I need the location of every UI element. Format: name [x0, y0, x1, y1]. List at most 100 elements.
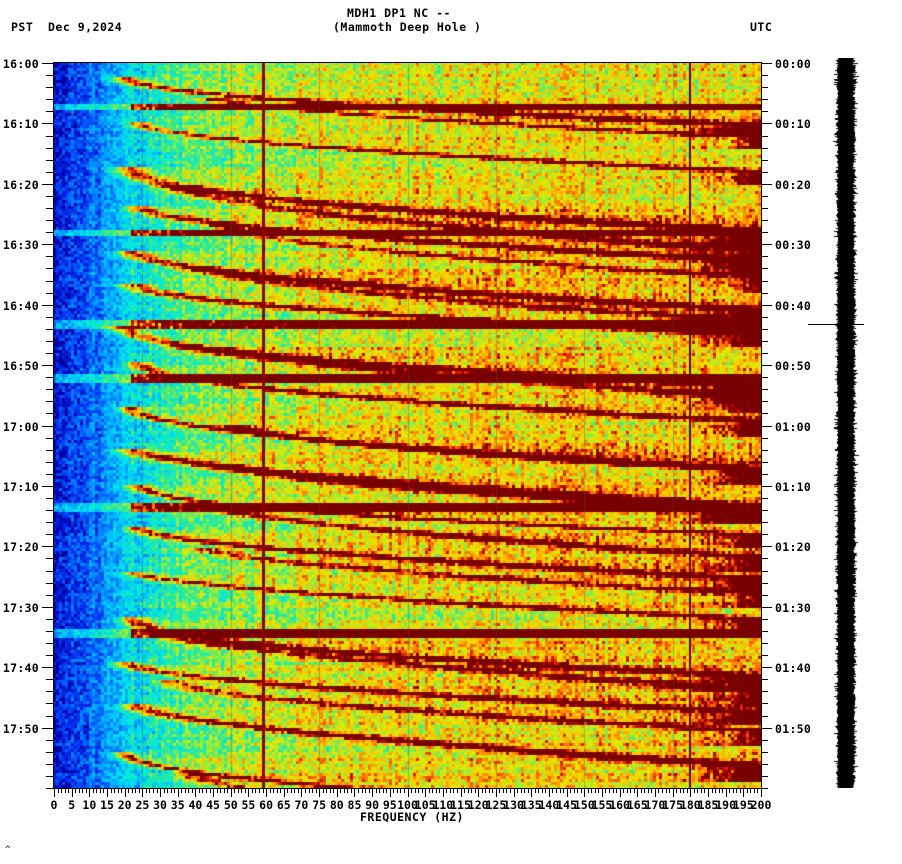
minor-tick — [736, 788, 738, 793]
frequency-tick-label: 30 — [153, 798, 167, 812]
minor-tick — [386, 788, 388, 793]
minor-tick — [46, 558, 53, 560]
major-tick — [124, 788, 126, 797]
minor-tick — [46, 195, 53, 197]
minor-tick — [761, 461, 768, 463]
minor-tick — [761, 655, 768, 657]
minor-tick — [616, 788, 618, 793]
minor-tick — [761, 594, 768, 596]
seismogram-trace-panel — [808, 58, 880, 788]
minor-tick — [61, 788, 63, 793]
major-tick — [513, 788, 515, 797]
minor-tick — [761, 437, 768, 439]
minor-tick — [191, 788, 193, 793]
frequency-tick-label: 200 — [750, 798, 772, 812]
frequency-tick-label: 55 — [241, 798, 256, 812]
major-tick — [637, 788, 639, 797]
minor-tick — [591, 788, 593, 793]
frequency-tick-label: 115 — [450, 798, 471, 812]
spectrogram-plot[interactable] — [53, 62, 762, 789]
minor-tick — [499, 788, 501, 793]
minor-tick — [693, 788, 695, 793]
minor-tick — [46, 643, 53, 644]
time-tick-label: 00:30 — [775, 238, 812, 253]
minor-tick — [761, 377, 768, 379]
minor-tick — [761, 316, 768, 318]
minor-tick — [538, 788, 540, 793]
time-tick-label: 16:30 — [2, 238, 39, 253]
minor-tick — [552, 788, 554, 793]
minor-tick — [46, 208, 53, 209]
major-tick — [761, 667, 772, 669]
frequency-tick-label: 135 — [520, 798, 542, 812]
minor-tick — [761, 498, 768, 499]
time-tick-label: 01:00 — [775, 419, 812, 434]
time-axis-pst: 16:00 16:10 16:20 16:30 16:40 16:50 17:00 17:10… — [0, 57, 53, 789]
minor-tick — [382, 788, 384, 793]
minor-tick — [188, 788, 190, 793]
minor-tick — [64, 788, 66, 793]
minor-tick — [704, 788, 706, 793]
time-tick-label: 17:20 — [2, 540, 39, 555]
major-tick — [177, 788, 179, 797]
minor-tick — [92, 788, 94, 793]
minor-tick — [761, 618, 768, 620]
minor-tick — [234, 788, 236, 793]
minor-tick — [761, 401, 768, 403]
minor-tick — [46, 353, 53, 354]
minor-tick — [220, 788, 222, 793]
minor-tick — [761, 534, 768, 536]
minor-tick — [46, 389, 53, 391]
minor-tick — [322, 788, 324, 793]
major-tick — [761, 546, 772, 548]
minor-tick — [251, 788, 253, 793]
minor-tick — [145, 788, 147, 793]
frequency-tick-label: 50 — [223, 798, 238, 812]
time-axis-utc: 00:00 00:10 00:20 00:30 00:40 00:50 01:00 01:10… — [761, 57, 861, 789]
major-tick — [761, 244, 772, 246]
minor-tick — [269, 788, 271, 793]
minor-tick — [46, 135, 53, 137]
minor-tick — [103, 788, 105, 793]
minor-tick — [598, 788, 600, 793]
minor-tick — [297, 788, 299, 793]
frequency-tick-label: 45 — [206, 798, 220, 812]
frequency-tick-label: 140 — [538, 798, 560, 812]
frequency-tick-label: 40 — [188, 798, 203, 812]
minor-tick — [570, 788, 572, 793]
minor-tick — [761, 751, 768, 753]
minor-tick — [750, 788, 752, 793]
time-tick-label: 01:30 — [775, 600, 812, 615]
frequency-tick-label: 150 — [573, 798, 595, 812]
major-tick — [42, 546, 53, 548]
minor-tick — [718, 788, 720, 793]
minor-tick — [156, 788, 158, 793]
major-tick — [42, 667, 53, 669]
time-tick-label: 00:00 — [775, 57, 812, 71]
minor-tick — [464, 788, 466, 793]
minor-tick — [262, 788, 264, 793]
minor-tick — [312, 788, 314, 793]
frequency-tick-label: 5 — [68, 798, 76, 812]
major-tick — [372, 788, 374, 797]
frequency-tick-label: 175 — [662, 798, 684, 812]
major-tick — [761, 606, 772, 608]
minor-tick — [46, 763, 53, 765]
major-tick — [230, 788, 232, 797]
minor-tick — [559, 788, 561, 793]
minor-tick — [662, 788, 664, 793]
minor-tick — [167, 788, 169, 793]
major-tick — [761, 183, 772, 185]
minor-tick — [761, 630, 768, 632]
time-tick-label: 17:40 — [2, 661, 39, 676]
major-tick — [42, 304, 53, 306]
major-tick — [107, 788, 109, 797]
frequency-tick-label: 180 — [679, 798, 701, 812]
time-tick-label: 01:50 — [775, 721, 812, 736]
spectrogram-canvas[interactable] — [54, 63, 761, 788]
time-tick-label: 16:00 — [2, 57, 39, 71]
frequency-axis-title: FREQUENCY (HZ) — [360, 810, 464, 824]
major-tick — [160, 788, 162, 797]
minor-tick — [524, 788, 526, 793]
corner-glyph: ^ — [5, 845, 11, 855]
